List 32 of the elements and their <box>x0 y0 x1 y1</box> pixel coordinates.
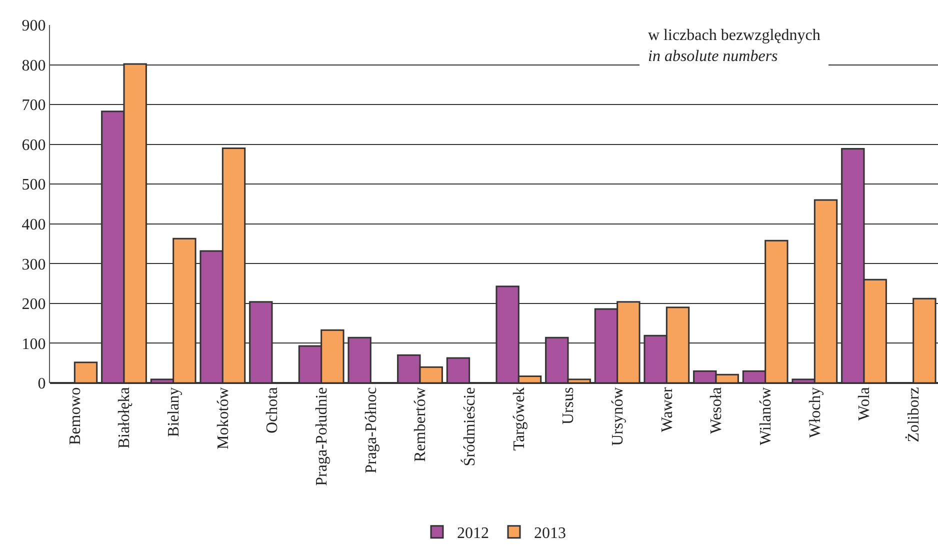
legend-label: 2013 <box>534 525 566 542</box>
x-tick-label: Wola <box>856 387 874 421</box>
x-tick-label: Ursynów <box>610 386 627 446</box>
x-tick-label: Praga-Północ <box>362 387 380 474</box>
x-tick-label: Ursus <box>560 387 578 425</box>
x-tick-label: Mokotów <box>214 386 232 450</box>
x-tick-label: Wilanów <box>758 386 775 446</box>
y-tick-label: 800 <box>22 57 46 74</box>
x-tick-label: Włochy <box>806 387 824 438</box>
y-tick-label: 500 <box>22 176 46 194</box>
x-tick-label: Rembertów <box>412 386 430 462</box>
legend-label: 2012 <box>457 525 489 542</box>
y-tick-label: 900 <box>22 18 46 35</box>
x-tick-label: Ochota <box>264 387 282 434</box>
y-tick-label: 400 <box>22 216 46 234</box>
x-tick-label: Praga-Południe <box>314 387 331 486</box>
x-tick-label: Bielany <box>166 387 183 437</box>
x-tick-label: Żoliborz <box>904 387 923 442</box>
x-tick-label: Bemowo <box>66 387 84 445</box>
y-tick-label: 700 <box>22 97 46 114</box>
x-tick-label: Wawer <box>658 386 676 432</box>
x-tick-label: Śródmieście <box>460 387 479 466</box>
annotation: w liczbach bezwzględnych <box>648 27 820 44</box>
y-tick-label: 200 <box>22 296 46 314</box>
x-tick-label: Wesoła <box>708 387 726 434</box>
annotation: in absolute numbers <box>648 48 778 65</box>
x-tick-label: Białołęka <box>116 387 134 449</box>
y-tick-label: 300 <box>22 256 46 274</box>
y-tick-label: 100 <box>22 336 46 353</box>
y-tick-label: 0 <box>38 376 46 393</box>
y-tick-label: 600 <box>22 136 46 154</box>
x-tick-label: Targówek <box>510 387 528 451</box>
